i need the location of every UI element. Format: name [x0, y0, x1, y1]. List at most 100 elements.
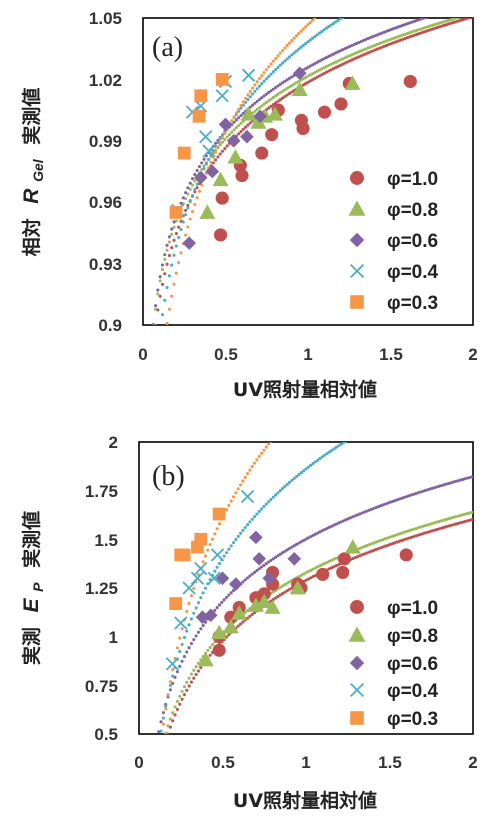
trend-dot	[438, 12, 441, 15]
trend-dot	[412, 527, 416, 531]
xtick-b-2: 1	[301, 753, 310, 772]
trend-dot	[271, 557, 275, 561]
trend-dot	[348, 59, 352, 63]
trend-dot	[172, 225, 176, 229]
trend-dot	[313, 76, 317, 80]
trend-dot	[213, 608, 217, 612]
trend-dot	[349, 437, 352, 440]
trend-dot	[318, 31, 322, 35]
trend-dot	[255, 87, 259, 91]
trend-dot	[264, 445, 268, 449]
trend-dot	[223, 138, 227, 142]
trend-dot	[358, 554, 362, 558]
trend-dot	[276, 594, 280, 598]
trend-dot	[367, 508, 371, 512]
trend-dot	[437, 527, 441, 531]
trend-dot	[360, 5, 363, 8]
trend-dot	[179, 251, 183, 255]
point-a-phi-1-0-5	[265, 128, 279, 142]
trend-dot	[423, 488, 427, 493]
trend-dot	[466, 3, 469, 6]
trend-dot	[362, 544, 367, 549]
trend-dot	[213, 532, 217, 536]
trend-dot	[308, 64, 312, 68]
trend-dot	[236, 624, 240, 628]
trend-dot	[329, 23, 333, 27]
trend-dot	[330, 566, 334, 570]
trend-dot	[332, 557, 336, 561]
trend-dot	[308, 38, 312, 42]
trend-dot	[306, 40, 310, 44]
trend-dot	[243, 475, 247, 479]
trend-dot	[397, 497, 402, 501]
trend-dot	[374, 540, 378, 544]
point-a-phi-1-0-8	[296, 121, 310, 136]
trend-dot	[278, 82, 282, 86]
trend-dot	[237, 107, 241, 111]
trend-dot	[171, 719, 175, 723]
trend-dot	[304, 537, 308, 541]
trend-dot	[257, 97, 262, 102]
trend-dot	[208, 645, 212, 650]
trend-dot	[428, 529, 432, 534]
trend-dot	[320, 455, 324, 459]
trend-dot	[269, 97, 273, 101]
trend-dot	[285, 93, 289, 97]
trend-dot	[186, 192, 190, 196]
trend-dot	[423, 524, 427, 528]
trend-dot	[199, 666, 203, 670]
trend-dot	[161, 716, 165, 720]
trend-dot	[241, 528, 245, 532]
trend-dot	[264, 502, 268, 506]
series-b-phi-0-3	[169, 507, 226, 610]
trend-dot	[427, 18, 430, 19]
trend-dot	[429, 14, 432, 17]
trend-dot	[330, 524, 334, 528]
trend-dot	[285, 581, 289, 585]
legend-b-marker-phi-1-0	[350, 600, 364, 614]
trend-dot	[352, 42, 356, 47]
trend-dot	[179, 227, 183, 231]
trend-dot	[409, 528, 413, 532]
trend-dot	[324, 64, 329, 69]
trend-dot	[306, 23, 310, 27]
trend-dot	[244, 96, 248, 100]
legend-marker-a-phi-0-6	[349, 232, 365, 248]
trend-dot	[267, 442, 271, 446]
trend-dot	[276, 84, 280, 88]
trend-dot	[154, 324, 157, 325]
trend-dot	[272, 436, 275, 439]
xtick-b-1: 0.5	[211, 753, 235, 772]
point-a-phi-0-6-6	[253, 109, 267, 124]
trend-dot	[397, 539, 402, 543]
trend-dot	[267, 65, 271, 69]
trend-dot	[281, 48, 285, 53]
trend-dot	[343, 14, 346, 17]
trend-dot	[290, 75, 294, 79]
point-a-phi-0-3-2	[192, 109, 206, 123]
trend-dot	[214, 150, 218, 154]
trend-dot	[444, 482, 448, 486]
trend-dot	[180, 697, 184, 701]
trend-dot	[170, 246, 174, 250]
trend-dot	[470, 2, 473, 5]
trend-dot	[246, 93, 250, 97]
trend-dot	[304, 25, 308, 29]
trend-dot	[315, 60, 319, 64]
trend-dot	[196, 601, 200, 605]
trend-dot	[260, 82, 264, 86]
trend-dot	[447, 481, 451, 485]
trend-dot	[184, 233, 188, 237]
trend-dot	[466, 13, 469, 16]
trend-dot	[468, 13, 471, 16]
trend-dot	[442, 525, 446, 529]
trend-dot	[278, 63, 282, 67]
trend-dot	[353, 514, 357, 518]
trend-dot	[341, 57, 345, 61]
trend-dot	[283, 583, 287, 587]
trend-dot	[262, 102, 266, 106]
point-b-phi-0-6-2	[215, 571, 230, 586]
trend-dot	[421, 489, 425, 493]
trend-dot	[165, 321, 169, 325]
trend-dot	[327, 525, 331, 529]
